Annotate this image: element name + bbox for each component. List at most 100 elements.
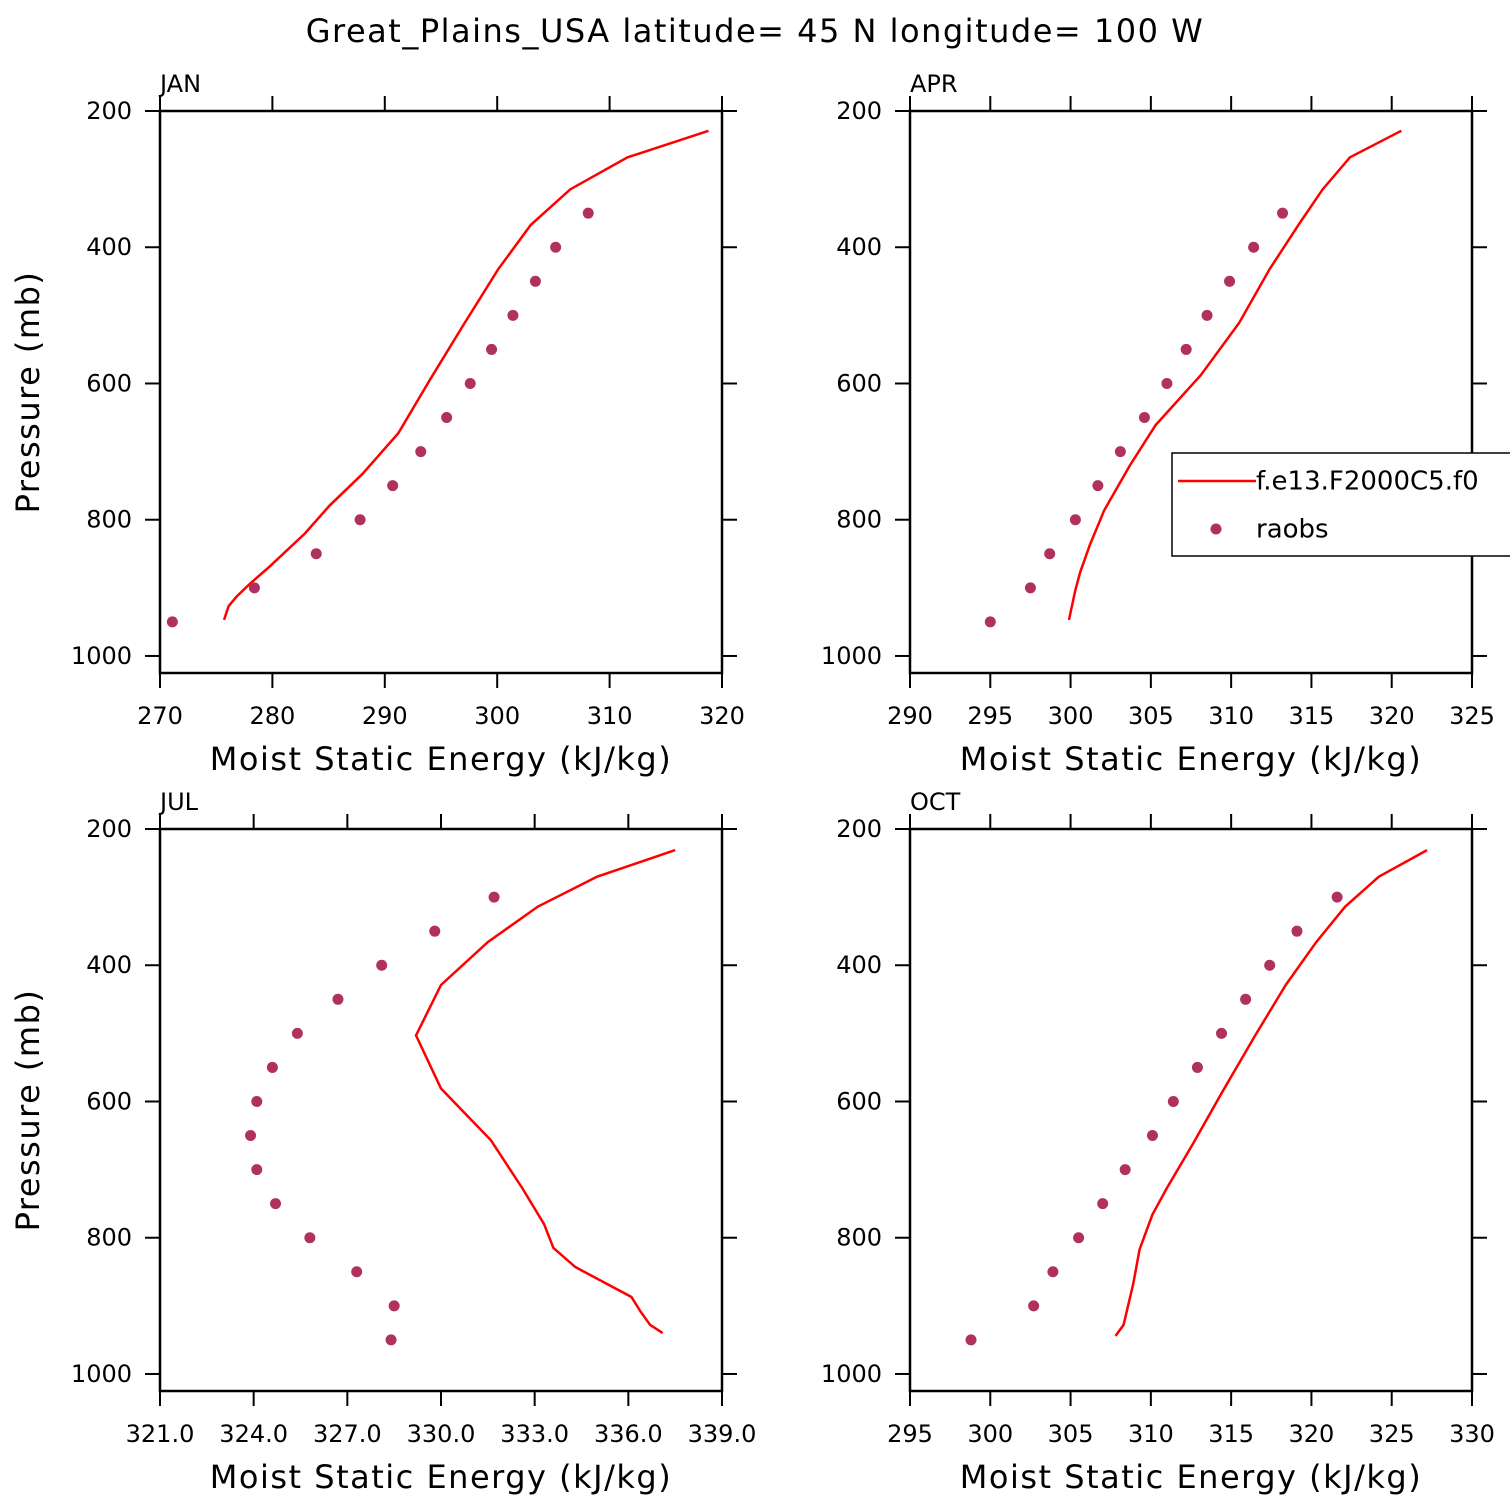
panel-label: JUL <box>158 788 199 816</box>
obs-point <box>354 514 366 526</box>
obs-point <box>1240 993 1252 1005</box>
obs-point <box>387 480 399 492</box>
x-tick-label: 330 <box>1449 1420 1495 1448</box>
x-tick-label: 295 <box>887 1420 933 1448</box>
panel: 200 400 600 800 1000 295 300 305 310 315 320 325 330… <box>821 788 1495 1496</box>
x-tick-label: 330.0 <box>407 1420 476 1448</box>
x-axis-title: Moist Static Energy (kJ/kg) <box>960 740 1422 778</box>
panel: 200 400 600 800 1000 270 280 290 300 310 320 JAN Moi… <box>9 70 745 778</box>
obs-point <box>415 446 427 458</box>
obs-point <box>1047 1266 1059 1278</box>
obs-point <box>1073 1232 1085 1244</box>
panel-label: JAN <box>158 70 201 98</box>
plot-frame <box>908 827 1474 1393</box>
profile-line <box>414 848 676 1335</box>
obs-point <box>965 1334 977 1346</box>
x-tick-label: 305 <box>1048 1420 1094 1448</box>
obs-point <box>582 207 594 219</box>
obs-point <box>1146 1130 1158 1142</box>
obs-point <box>270 1198 282 1210</box>
obs-point <box>1092 480 1104 492</box>
x-tick-label: 310 <box>587 702 633 730</box>
x-tick-label: 325 <box>1369 1420 1415 1448</box>
profile-line <box>1114 849 1428 1337</box>
obs-point <box>441 412 453 424</box>
x-tick-label: 320 <box>1289 1420 1335 1448</box>
panel-label: APR <box>910 70 958 98</box>
x-tick-label: 290 <box>887 702 933 730</box>
obs-point <box>429 925 441 937</box>
x-tick-label: 315 <box>1208 1420 1254 1448</box>
y-tick-label: 600 <box>86 369 132 397</box>
y-tick-label: 1000 <box>821 1360 882 1388</box>
obs-point <box>488 891 500 903</box>
y-tick-label: 400 <box>836 233 882 261</box>
figure-title: Great_Plains_USA latitude= 45 N longitud… <box>306 12 1205 50</box>
y-tick-label: 200 <box>86 97 132 125</box>
x-tick-label: 320 <box>699 702 745 730</box>
obs-point <box>486 343 498 355</box>
obs-point <box>332 993 344 1005</box>
x-tick-label: 324.0 <box>219 1420 288 1448</box>
x-tick-label: 300 <box>1048 702 1094 730</box>
profile-line <box>222 129 709 621</box>
obs-point <box>291 1027 303 1039</box>
x-tick-label: 280 <box>249 702 295 730</box>
y-axis-title: Pressure (mb) <box>9 271 47 514</box>
obs-point <box>550 241 562 253</box>
obs-point <box>376 959 388 971</box>
x-tick-label: 336.0 <box>594 1420 663 1448</box>
legend-label: f.e13.F2000C5.f0 <box>1256 467 1479 497</box>
x-tick-label: 290 <box>362 702 408 730</box>
y-tick-label: 1000 <box>71 1360 132 1388</box>
panel-label: OCT <box>910 788 961 816</box>
plot-frame <box>158 827 724 1393</box>
obs-point <box>464 377 476 389</box>
obs-point <box>1167 1095 1179 1107</box>
obs-point <box>1201 309 1213 321</box>
obs-point <box>1119 1164 1131 1176</box>
x-tick-label: 300 <box>967 1420 1013 1448</box>
obs-point <box>351 1266 363 1278</box>
obs-point <box>245 1130 257 1142</box>
x-tick-label: 333.0 <box>500 1420 569 1448</box>
x-tick-label: 295 <box>967 702 1013 730</box>
obs-point <box>1216 1027 1228 1039</box>
obs-point <box>1024 582 1036 594</box>
x-tick-label: 325 <box>1449 702 1495 730</box>
series-group <box>965 849 1428 1346</box>
obs-point <box>251 1164 263 1176</box>
plot-frame <box>158 109 724 675</box>
obs-point <box>388 1300 400 1312</box>
y-tick-label: 1000 <box>821 642 882 670</box>
obs-point <box>1291 925 1303 937</box>
x-tick-label: 300 <box>474 702 520 730</box>
obs-point <box>1191 1061 1203 1073</box>
obs-point <box>304 1232 316 1244</box>
y-tick-label: 800 <box>836 506 882 534</box>
legend-box <box>1171 452 1510 557</box>
x-tick-label: 315 <box>1289 702 1335 730</box>
obs-point <box>1277 207 1289 219</box>
series-group <box>166 129 709 628</box>
obs-point <box>1097 1198 1109 1210</box>
obs-point <box>1331 891 1343 903</box>
x-axis-title: Moist Static Energy (kJ/kg) <box>210 740 672 778</box>
y-tick-label: 400 <box>86 233 132 261</box>
y-tick-label: 200 <box>836 97 882 125</box>
series-group <box>984 129 1402 628</box>
legend-marker <box>1210 523 1222 535</box>
obs-point <box>1224 275 1236 287</box>
panel: 200 400 600 800 1000 290 295 300 305 310 315 320 325… <box>821 70 1510 778</box>
x-tick-label: 327.0 <box>313 1420 382 1448</box>
obs-point <box>1069 514 1081 526</box>
obs-point <box>310 548 322 560</box>
obs-point <box>385 1334 397 1346</box>
x-tick-label: 310 <box>1128 1420 1174 1448</box>
y-tick-label: 200 <box>836 815 882 843</box>
obs-point <box>1028 1300 1040 1312</box>
obs-point <box>251 1095 263 1107</box>
y-tick-label: 800 <box>836 1224 882 1252</box>
obs-point <box>1180 343 1192 355</box>
